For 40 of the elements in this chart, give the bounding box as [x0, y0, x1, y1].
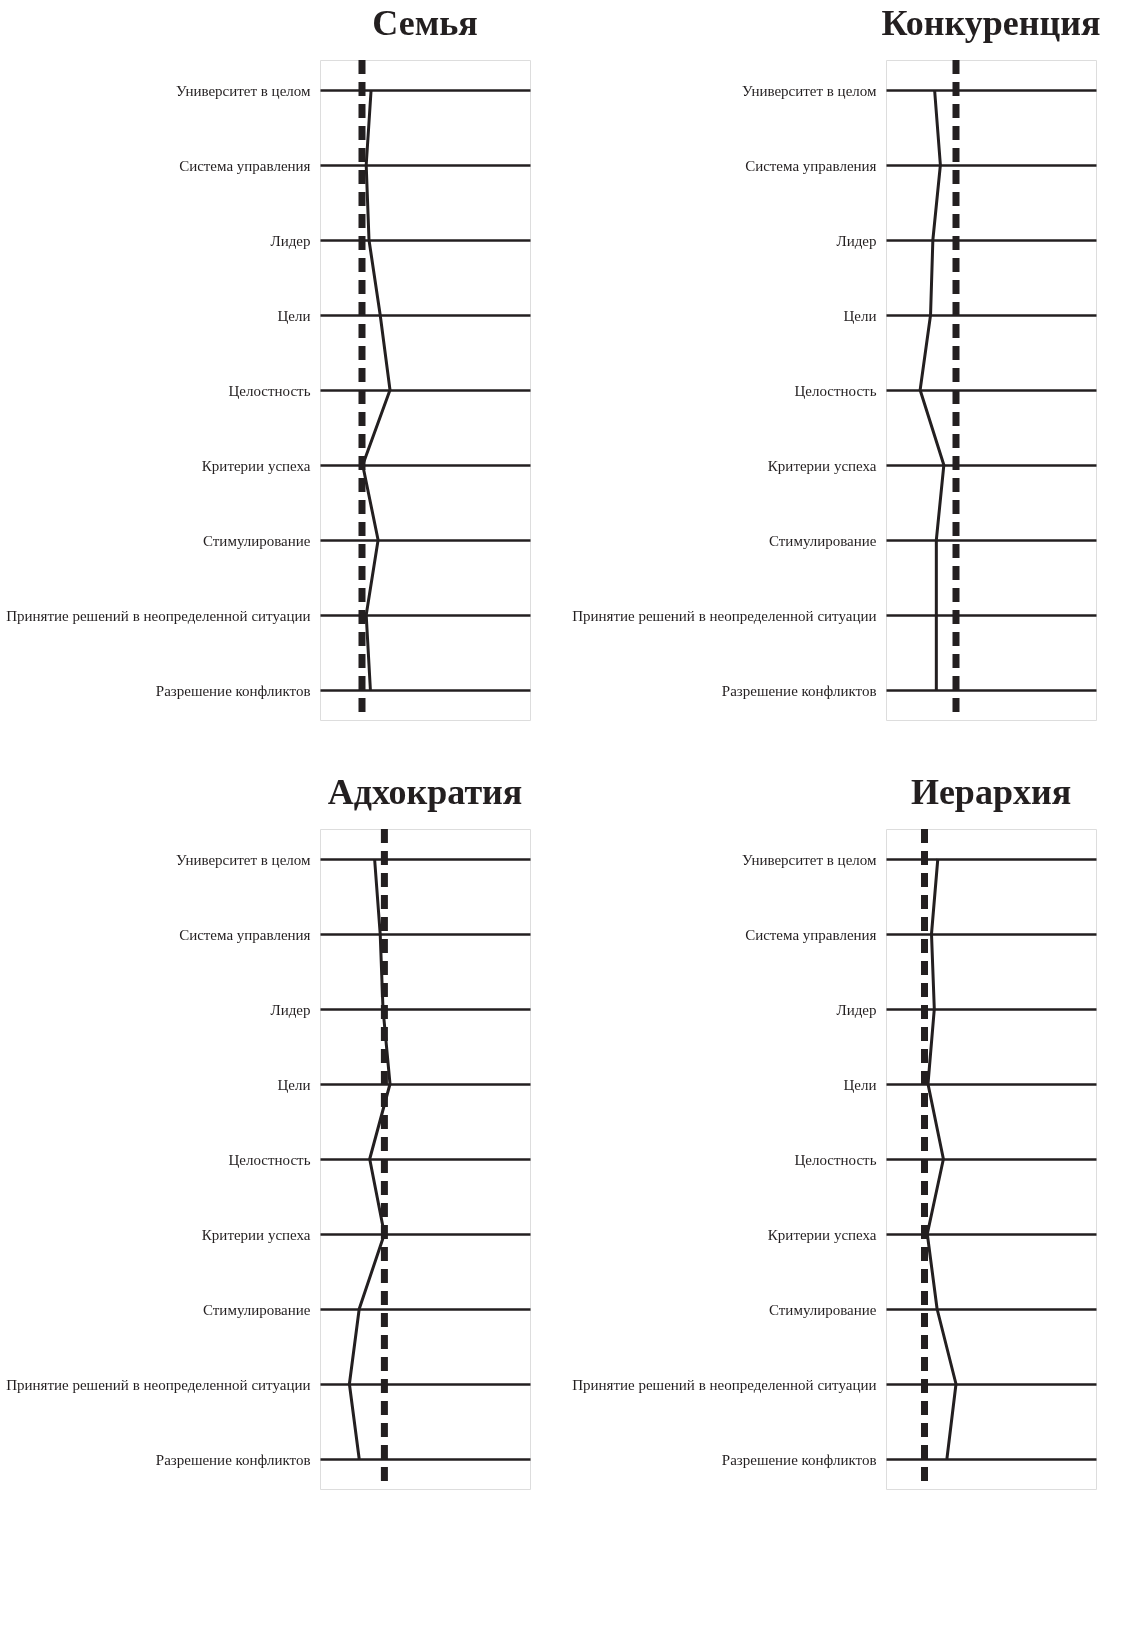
y-tick-label: Принятие решений в неопределенной ситуации: [572, 607, 877, 624]
y-tick-label: Разрешение конфликтов: [155, 1451, 311, 1468]
y-tick-label: Университет в целом: [176, 851, 312, 868]
y-tick-label: Принятие решений в неопределенной ситуации: [6, 1376, 311, 1393]
chart-title: Адхократия: [327, 771, 523, 812]
y-tick-label: Принятие решений в неопределенной ситуации: [572, 1376, 877, 1393]
y-tick-label: Критерии успеха: [201, 457, 311, 474]
y-tick-label: Университет в целом: [742, 851, 878, 868]
y-tick-label: Стимулирование: [769, 1301, 877, 1318]
y-tick-label: Лидер: [836, 232, 877, 249]
y-tick-label: Стимулирование: [203, 532, 311, 549]
y-tick-label: Университет в целом: [742, 82, 878, 99]
chart-title: Конкуренция: [881, 2, 1101, 43]
y-tick-label: Стимулирование: [203, 1301, 311, 1318]
y-tick-label: Критерии успеха: [767, 457, 877, 474]
chart-title: Иерархия: [910, 771, 1072, 812]
y-tick-label: Критерии успеха: [767, 1226, 877, 1243]
y-tick-label: Цели: [277, 1076, 311, 1093]
y-tick-label: Целостность: [228, 382, 311, 399]
y-tick-label: Лидер: [836, 1001, 877, 1018]
y-tick-label: Разрешение конфликтов: [155, 682, 311, 699]
y-tick-label: Целостность: [794, 1151, 877, 1168]
y-tick-label: Система управления: [179, 926, 311, 943]
y-tick-label: Университет в целом: [176, 82, 312, 99]
y-tick-label: Целостность: [794, 382, 877, 399]
y-tick-label: Цели: [843, 1076, 877, 1093]
y-tick-label: Критерии успеха: [201, 1226, 311, 1243]
y-tick-label: Система управления: [745, 926, 877, 943]
chart-title: Семья: [372, 2, 478, 43]
y-tick-label: Разрешение конфликтов: [721, 1451, 877, 1468]
y-tick-label: Лидер: [270, 232, 311, 249]
y-tick-label: Разрешение конфликтов: [721, 682, 877, 699]
y-tick-label: Цели: [277, 307, 311, 324]
y-tick-label: Система управления: [179, 157, 311, 174]
y-tick-label: Цели: [843, 307, 877, 324]
y-tick-label: Принятие решений в неопределенной ситуации: [6, 607, 311, 624]
y-tick-label: Целостность: [228, 1151, 311, 1168]
y-tick-label: Лидер: [270, 1001, 311, 1018]
y-tick-label: Система управления: [745, 157, 877, 174]
y-tick-label: Стимулирование: [769, 532, 877, 549]
